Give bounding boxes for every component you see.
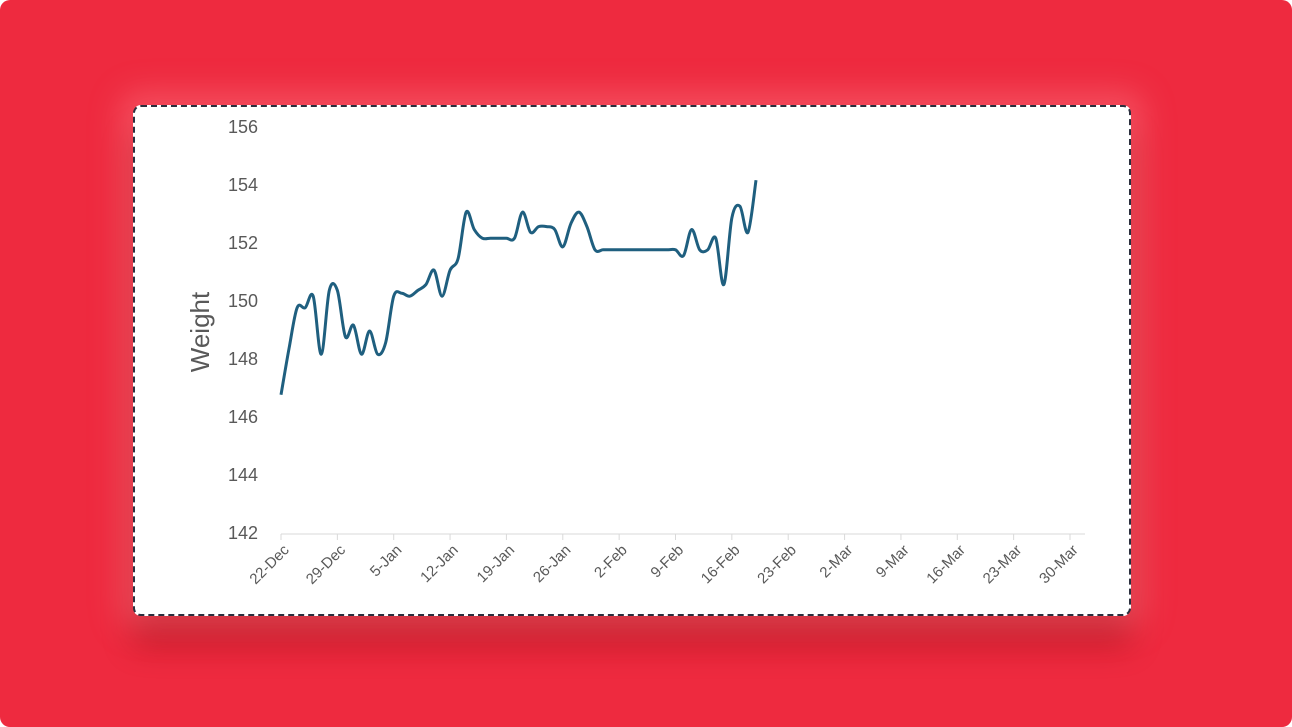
x-tick-label: 26-Jan (530, 542, 574, 586)
chart-card (133, 105, 1131, 616)
x-tick-label: 5-Jan (367, 542, 406, 581)
y-tick-label: 148 (228, 349, 258, 369)
data-line (279, 179, 758, 396)
x-tick-label: 12-Jan (417, 542, 461, 586)
x-tick-label: 23-Mar (980, 542, 1026, 588)
y-tick-label: 142 (228, 523, 258, 543)
x-tick-label: 2-Feb (591, 542, 631, 582)
x-tick-label: 23-Feb (754, 542, 800, 588)
y-tick-label: 154 (228, 175, 258, 195)
x-tick-label: 16-Feb (698, 542, 744, 588)
y-tick-label: 156 (228, 117, 258, 137)
y-tick-label: 146 (228, 407, 258, 427)
x-tick-label: 19-Jan (474, 542, 518, 586)
x-tick-label: 9-Mar (873, 542, 913, 582)
x-tick-label: 30-Mar (1036, 542, 1082, 588)
y-tick-label: 152 (228, 233, 258, 253)
x-tick-label: 16-Mar (923, 542, 969, 588)
x-tick-label: 9-Feb (647, 542, 687, 582)
y-tick-label: 150 (228, 291, 258, 311)
y-axis-label: Weight (185, 291, 215, 372)
x-tick-label: 22-Dec (246, 541, 293, 588)
x-tick-label: 2-Mar (816, 542, 856, 582)
y-tick-label: 144 (228, 465, 258, 485)
x-tick-label: 29-Dec (303, 541, 350, 588)
